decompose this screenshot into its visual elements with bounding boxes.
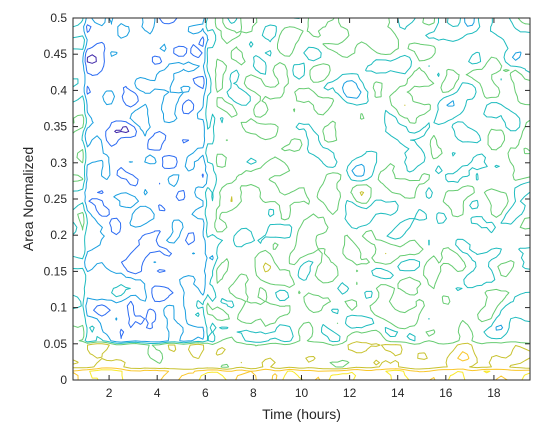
x-tick-label: 14 xyxy=(391,386,405,400)
x-tick-label: 8 xyxy=(250,386,257,400)
x-tick-label: 2 xyxy=(106,386,113,400)
contour-level-4 xyxy=(72,17,531,344)
x-tick-label: 10 xyxy=(295,386,309,400)
x-tick-label: 16 xyxy=(439,386,453,400)
y-tick-label: 0.4 xyxy=(50,83,67,97)
contour-level-5 xyxy=(72,17,531,368)
contour-level-2 xyxy=(84,17,205,339)
y-tick-label: 0.5 xyxy=(50,11,67,25)
y-tick-label: 0.25 xyxy=(44,192,68,206)
contour-level-8 xyxy=(89,369,531,381)
y-tick-label: 0 xyxy=(60,373,67,387)
x-tick-label: 18 xyxy=(487,386,501,400)
x-axis-label: Time (hours) xyxy=(262,406,341,422)
plot-area xyxy=(73,18,530,380)
x-tick-label: 4 xyxy=(154,386,161,400)
y-axis-label: Area Normalized xyxy=(20,147,36,251)
y-tick-label: 0.3 xyxy=(50,156,67,170)
y-tick-label: 0.45 xyxy=(44,47,68,61)
contour-level-1 xyxy=(86,54,130,134)
x-tick-label: 6 xyxy=(202,386,209,400)
y-tick-label: 0.35 xyxy=(44,120,68,134)
x-tick-label: 12 xyxy=(343,386,357,400)
y-tick-label: 0.1 xyxy=(50,301,67,315)
contour-level-6 xyxy=(72,104,531,370)
x-axis-ticks: 2 4 6 8 10 12 14 16 18 xyxy=(106,18,501,400)
y-tick-label: 0.15 xyxy=(44,264,68,278)
contour-level-3 xyxy=(82,17,522,343)
y-tick-label: 0.2 xyxy=(50,228,67,242)
y-tick-label: 0.05 xyxy=(44,337,68,351)
contour-lines xyxy=(72,17,531,381)
y-axis-ticks: 0 0.05 0.1 0.15 0.2 0.25 0.3 0.35 0.4 0.45 0.5 xyxy=(44,11,530,387)
